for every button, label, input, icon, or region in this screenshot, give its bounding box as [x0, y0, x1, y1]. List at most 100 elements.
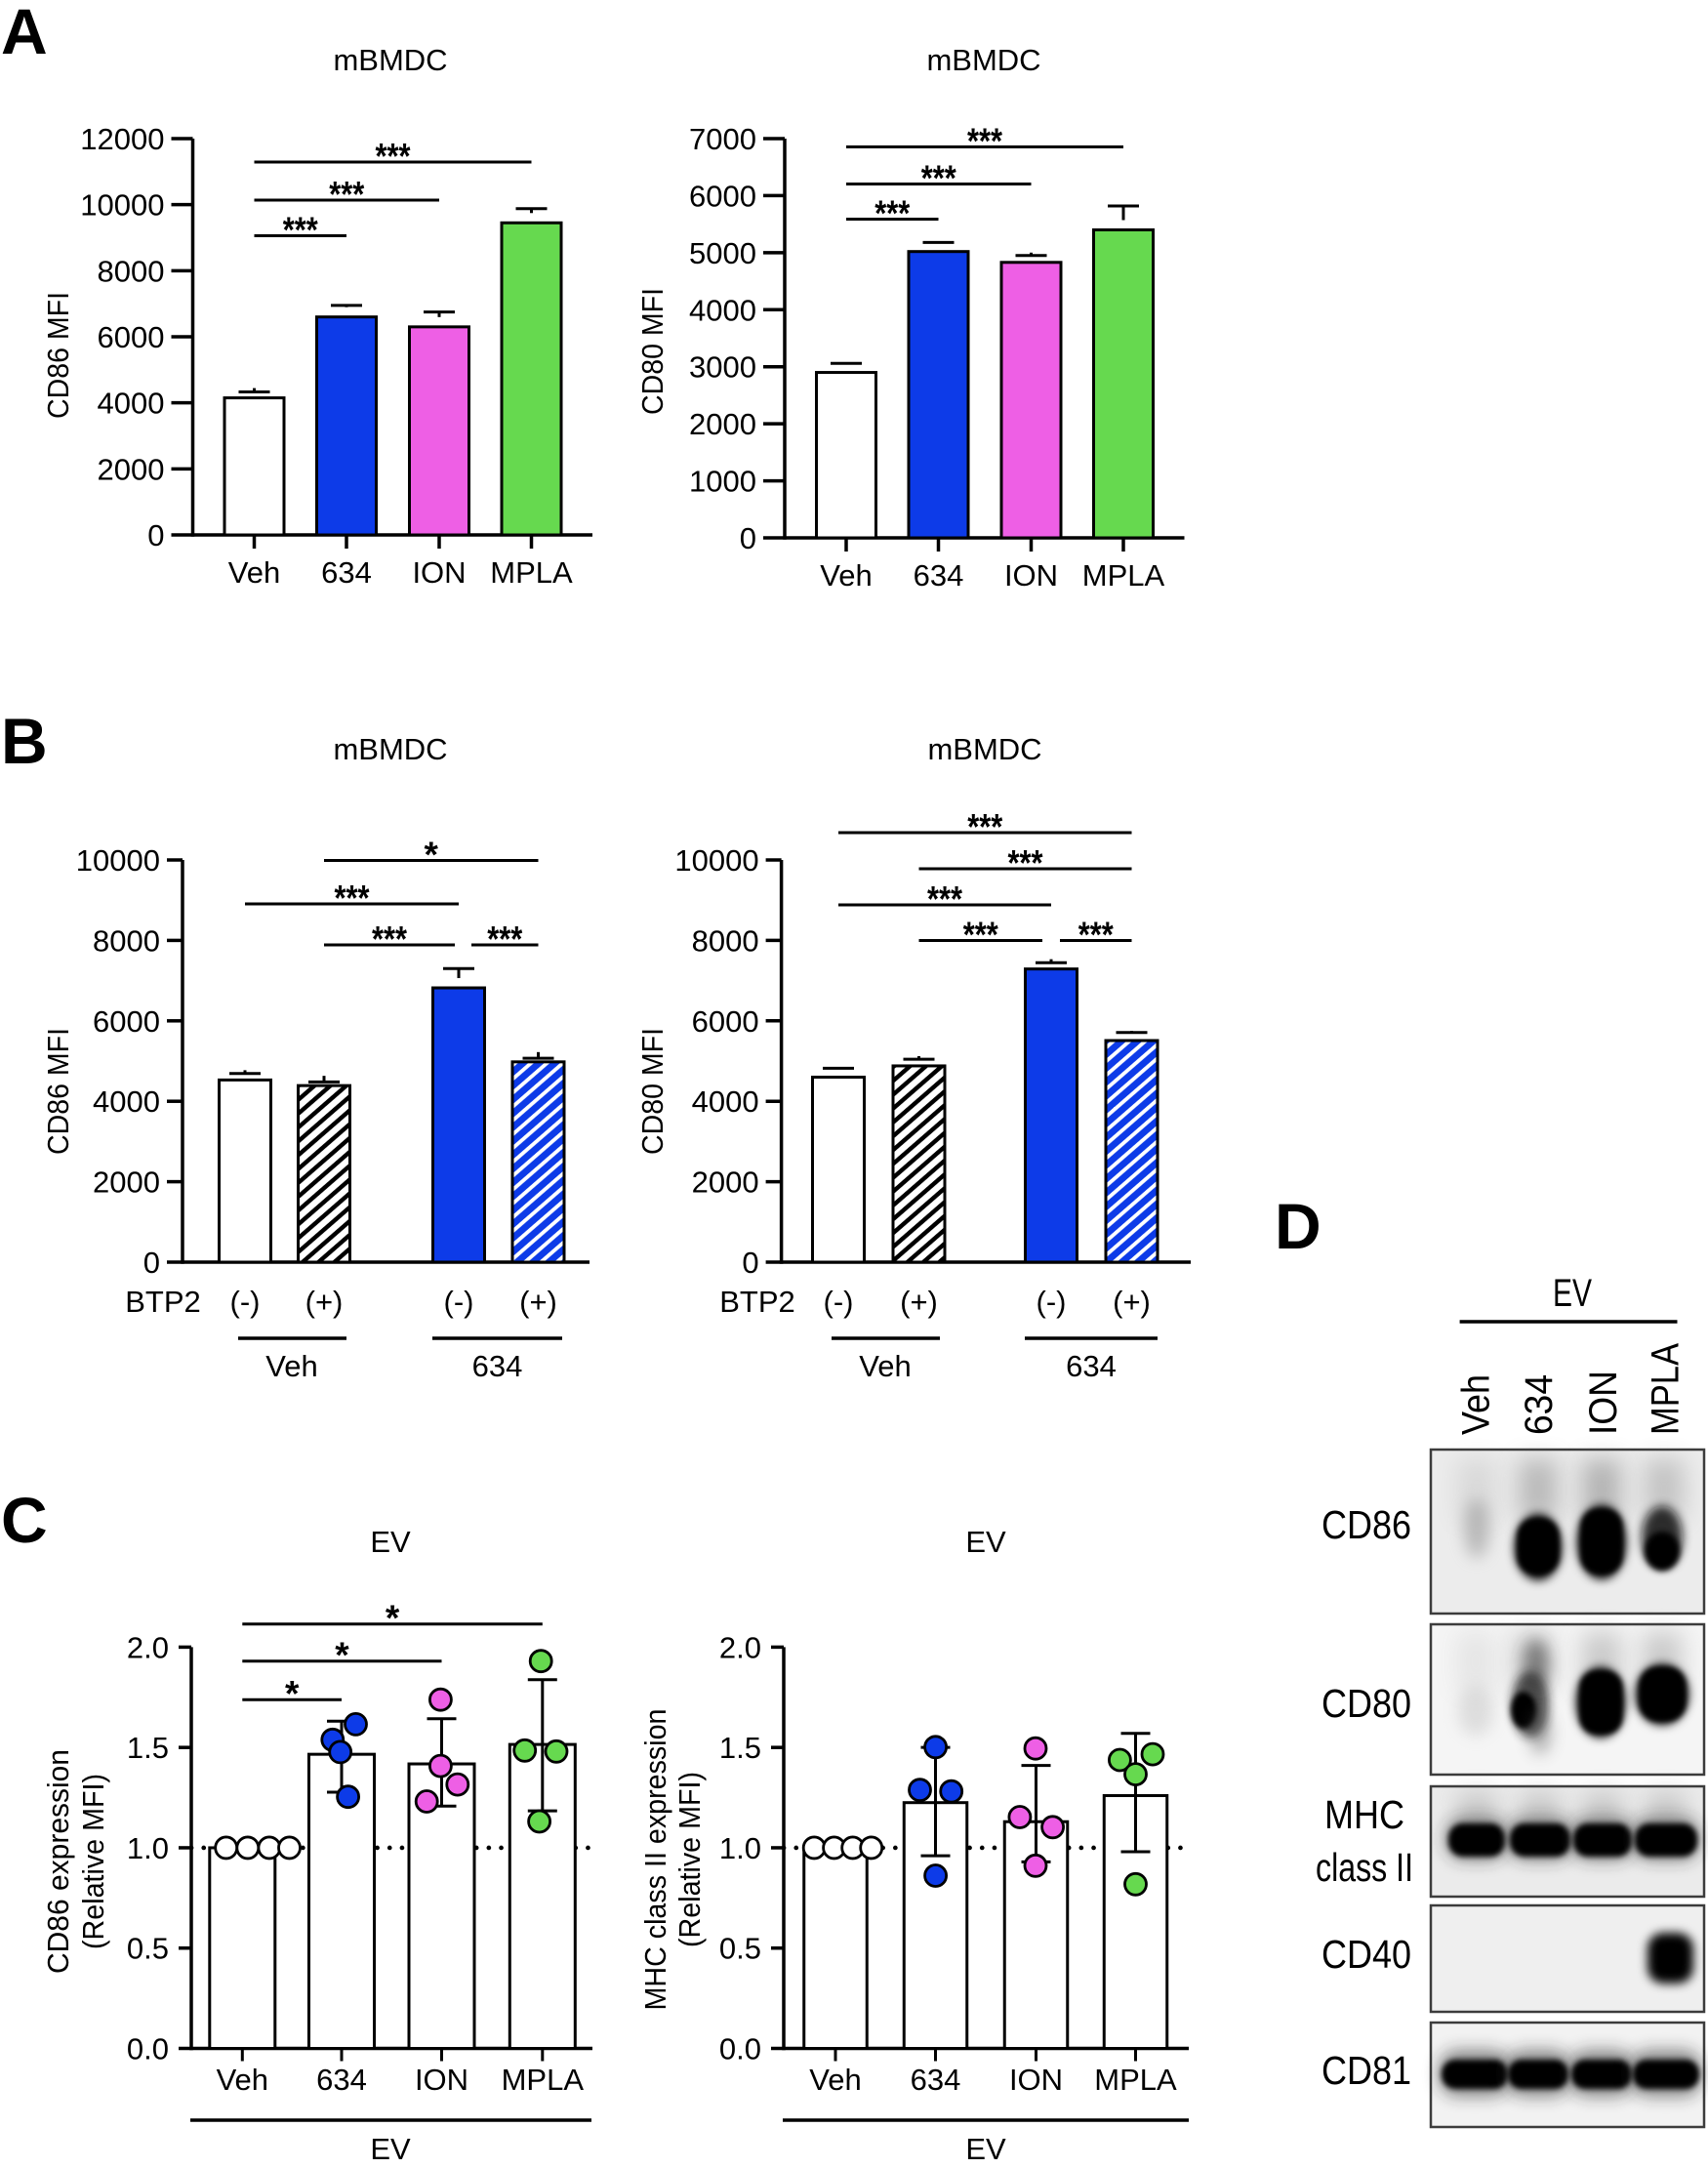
svg-text:634: 634: [1518, 1374, 1561, 1435]
svg-text:0.0: 0.0: [719, 2032, 761, 2066]
svg-text:(-): (-): [230, 1285, 261, 1319]
svg-text:EV: EV: [370, 1525, 411, 1559]
svg-text:mBMDC: mBMDC: [333, 732, 447, 766]
svg-text:ION: ION: [412, 555, 466, 590]
svg-text:EV: EV: [370, 2132, 411, 2163]
svg-text:BTP2: BTP2: [125, 1285, 201, 1319]
svg-text:12000: 12000: [80, 122, 164, 156]
svg-text:4000: 4000: [98, 387, 165, 421]
svg-text:634: 634: [472, 1349, 523, 1383]
svg-text:*: *: [285, 1674, 300, 1714]
svg-text:2000: 2000: [689, 407, 756, 441]
svg-text:(Relative MFI): (Relative MFI): [672, 1772, 707, 1947]
svg-text:CD80: CD80: [1322, 1681, 1411, 1726]
svg-text:7000: 7000: [689, 122, 756, 156]
svg-text:***: ***: [329, 175, 364, 215]
svg-text:634: 634: [1066, 1349, 1117, 1383]
svg-text:EV: EV: [1553, 1272, 1592, 1315]
svg-text:***: ***: [335, 879, 370, 919]
svg-text:0.5: 0.5: [127, 1932, 169, 1966]
svg-text:1.0: 1.0: [719, 1831, 761, 1865]
svg-text:2000: 2000: [98, 452, 165, 486]
svg-text:634: 634: [321, 555, 372, 590]
svg-text:634: 634: [316, 2063, 367, 2097]
svg-text:Veh: Veh: [859, 1349, 911, 1383]
svg-text:6000: 6000: [98, 320, 165, 354]
svg-text:5000: 5000: [689, 236, 756, 270]
svg-text:A: A: [1, 0, 48, 67]
svg-text:EV: EV: [965, 2132, 1006, 2163]
svg-text:Veh: Veh: [820, 558, 872, 593]
svg-text:8000: 8000: [692, 923, 759, 958]
svg-text:1.5: 1.5: [719, 1731, 761, 1765]
svg-text:2000: 2000: [692, 1166, 759, 1200]
svg-text:CD86 expression: CD86 expression: [41, 1749, 75, 1974]
svg-text:Veh: Veh: [217, 2063, 268, 2097]
svg-text:B: B: [1, 705, 48, 777]
svg-text:1.0: 1.0: [127, 1831, 169, 1865]
svg-text:Veh: Veh: [265, 1349, 317, 1383]
svg-text:6000: 6000: [689, 179, 756, 213]
svg-text:0: 0: [143, 1246, 160, 1280]
svg-text:ION: ION: [1004, 558, 1058, 593]
svg-text:***: ***: [967, 807, 1002, 847]
svg-text:Veh: Veh: [1455, 1374, 1498, 1435]
svg-text:2.0: 2.0: [127, 1630, 169, 1664]
svg-text:MHC class II expression: MHC class II expression: [638, 1709, 672, 2011]
svg-text:634: 634: [911, 2063, 961, 2097]
svg-text:(+): (+): [305, 1285, 344, 1319]
svg-text:***: ***: [967, 121, 1002, 161]
svg-text:CD81: CD81: [1322, 2048, 1411, 2093]
svg-text:EV: EV: [965, 1525, 1006, 1559]
svg-text:(+): (+): [900, 1285, 938, 1319]
svg-text:***: ***: [927, 879, 962, 920]
svg-text:***: ***: [376, 137, 411, 177]
svg-text:BTP2: BTP2: [719, 1285, 795, 1319]
svg-text:***: ***: [283, 210, 318, 250]
svg-text:(-): (-): [824, 1285, 854, 1319]
svg-text:MPLA: MPLA: [1644, 1343, 1687, 1435]
svg-text:(Relative MFI): (Relative MFI): [76, 1774, 110, 1949]
svg-text:mBMDC: mBMDC: [926, 43, 1040, 77]
svg-text:0: 0: [742, 1246, 758, 1280]
svg-text:10000: 10000: [80, 188, 164, 223]
svg-text:CD80 MFI: CD80 MFI: [635, 1028, 670, 1155]
svg-text:2000: 2000: [93, 1166, 160, 1200]
svg-text:Veh: Veh: [809, 2063, 861, 2097]
svg-text:*: *: [386, 1598, 400, 1638]
svg-text:***: ***: [921, 158, 956, 198]
svg-text:C: C: [1, 1484, 48, 1556]
svg-text:3000: 3000: [689, 350, 756, 385]
svg-text:CD80 MFI: CD80 MFI: [635, 288, 670, 415]
svg-text:0: 0: [147, 518, 164, 552]
svg-text:***: ***: [1008, 843, 1043, 883]
svg-text:1000: 1000: [689, 465, 756, 499]
svg-text:8000: 8000: [98, 254, 165, 288]
svg-text:6000: 6000: [93, 1004, 160, 1039]
svg-text:634: 634: [914, 558, 964, 593]
svg-text:(-): (-): [1037, 1285, 1067, 1319]
svg-text:4000: 4000: [692, 1084, 759, 1119]
svg-text:mBMDC: mBMDC: [927, 732, 1041, 766]
svg-text:4000: 4000: [689, 293, 756, 327]
svg-text:ION: ION: [415, 2063, 468, 2097]
svg-text:6000: 6000: [692, 1004, 759, 1039]
svg-text:2.0: 2.0: [719, 1630, 761, 1664]
svg-text:MPLA: MPLA: [502, 2063, 585, 2097]
svg-text:CD86 MFI: CD86 MFI: [41, 1028, 75, 1155]
svg-text:***: ***: [1078, 915, 1114, 955]
svg-text:(-): (-): [444, 1285, 474, 1319]
svg-text:*: *: [425, 835, 439, 875]
svg-text:MHC: MHC: [1324, 1792, 1404, 1837]
svg-text:ION: ION: [1582, 1370, 1625, 1435]
svg-text:0: 0: [740, 521, 756, 555]
svg-text:***: ***: [372, 920, 407, 960]
svg-text:1.5: 1.5: [127, 1731, 169, 1765]
svg-text:***: ***: [963, 915, 998, 955]
svg-text:10000: 10000: [76, 843, 160, 878]
svg-text:0.0: 0.0: [127, 2032, 169, 2066]
svg-text:***: ***: [874, 193, 910, 233]
svg-text:MPLA: MPLA: [1082, 558, 1165, 593]
svg-text:***: ***: [487, 920, 522, 960]
svg-text:Veh: Veh: [228, 555, 280, 590]
